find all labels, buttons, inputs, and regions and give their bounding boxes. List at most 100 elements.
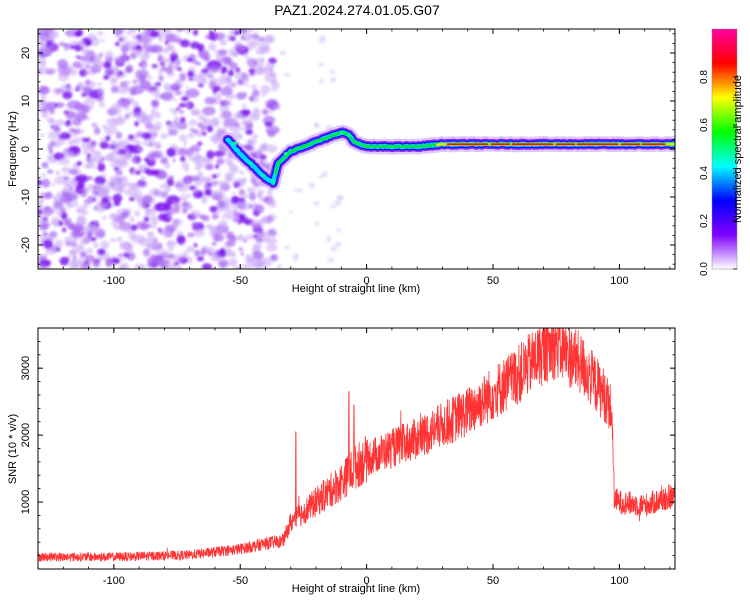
- noise-blob: [141, 38, 152, 46]
- noise-blob: [233, 113, 239, 119]
- noise-blob: [198, 192, 203, 197]
- noise-blob: [74, 31, 81, 37]
- noise-blob: [221, 152, 227, 156]
- noise-blob: [244, 217, 248, 220]
- noise-blob: [237, 45, 245, 52]
- spectrogram-y-tick-label: 20: [20, 47, 32, 59]
- noise-blob: [161, 133, 167, 140]
- noise-blob: [63, 187, 71, 193]
- noise-blob: [200, 215, 205, 219]
- noise-blob: [135, 51, 142, 56]
- noise-blob: [194, 243, 198, 247]
- noise-blob: [207, 182, 211, 186]
- noise-blob: [276, 264, 282, 269]
- noise-blob: [82, 203, 89, 208]
- noise-blob: [179, 110, 184, 113]
- noise-blob: [174, 262, 179, 266]
- noise-blob: [61, 84, 71, 91]
- noise-blob: [241, 35, 245, 39]
- noise-blob: [94, 221, 99, 224]
- noise-blob: [118, 253, 123, 257]
- noise-blob: [93, 59, 102, 68]
- noise-blob: [116, 151, 122, 155]
- noise-blob: [53, 68, 56, 71]
- noise-blob: [112, 117, 123, 126]
- noise-blob: [119, 29, 124, 33]
- noise-blob: [250, 40, 259, 47]
- noise-blob: [97, 142, 100, 145]
- noise-blob: [172, 159, 175, 163]
- noise-blob: [144, 216, 149, 222]
- ridge-peak-dot: [271, 180, 275, 184]
- noise-blob: [243, 53, 248, 57]
- noise-blob: [176, 183, 190, 192]
- noise-blob: [156, 252, 160, 255]
- noise-blob: [244, 92, 247, 96]
- noise-blob: [151, 151, 162, 158]
- noise-blob: [41, 47, 51, 56]
- noise-blob: [226, 250, 236, 257]
- noise-blob: [87, 142, 94, 147]
- noise-blob: [178, 90, 183, 96]
- noise-blob: [111, 103, 118, 110]
- noise-blob: [201, 54, 211, 60]
- noise-blob: [101, 240, 110, 249]
- noise-blob: [183, 142, 187, 146]
- noise-blob: [83, 138, 90, 143]
- noise-blob: [219, 260, 228, 268]
- noise-blob: [219, 220, 228, 229]
- noise-blob: [261, 92, 265, 97]
- noise-blob: [141, 176, 146, 181]
- noise-blob: [115, 171, 122, 176]
- noise-blob: [143, 195, 153, 204]
- noise-blob: [180, 156, 185, 162]
- noise-blob: [126, 86, 132, 92]
- noise-blob: [192, 188, 199, 193]
- noise-blob: [173, 202, 177, 205]
- noise-blob: [265, 145, 277, 153]
- figure-title: PAZ1.2024.274.01.05.G07: [274, 2, 440, 18]
- noise-blob: [78, 39, 85, 46]
- noise-blob: [259, 262, 265, 267]
- noise-blob: [120, 98, 127, 102]
- noise-blob: [185, 88, 199, 97]
- noise-blob: [99, 102, 105, 108]
- noise-blob: [270, 230, 277, 237]
- noise-blob: [218, 49, 227, 55]
- noise-blob: [114, 176, 121, 181]
- noise-blob: [115, 156, 127, 165]
- spectrogram-x-tick-label: -50: [232, 275, 248, 287]
- noise-blob: [133, 101, 140, 106]
- noise-blob: [249, 96, 260, 103]
- noise-blob: [101, 38, 105, 42]
- noise-blob: [174, 99, 177, 102]
- noise-blob: [97, 161, 102, 164]
- noise-blob: [72, 129, 81, 135]
- noise-blob: [194, 250, 200, 256]
- noise-blob: [147, 125, 155, 132]
- noise-blob: [86, 96, 91, 100]
- noise-blob: [138, 164, 147, 172]
- noise-blob: [330, 70, 334, 74]
- noise-blob: [209, 30, 213, 34]
- noise-blob: [107, 69, 113, 76]
- noise-blob: [199, 176, 205, 183]
- noise-blob: [184, 26, 192, 35]
- noise-blob: [83, 187, 91, 193]
- noise-blob: [105, 51, 114, 59]
- noise-blob: [38, 66, 48, 75]
- noise-blob: [335, 200, 341, 206]
- noise-blob: [111, 140, 116, 143]
- spectrogram-y-tick-label: -20: [20, 237, 32, 253]
- noise-blob: [217, 172, 221, 176]
- noise-blob: [179, 122, 184, 125]
- noise-blob: [106, 154, 115, 161]
- noise-blob: [83, 100, 90, 105]
- noise-blob: [52, 236, 56, 239]
- noise-blob: [149, 143, 153, 147]
- noise-blob: [280, 51, 286, 55]
- noise-blob: [49, 109, 55, 114]
- noise-blob: [129, 192, 136, 198]
